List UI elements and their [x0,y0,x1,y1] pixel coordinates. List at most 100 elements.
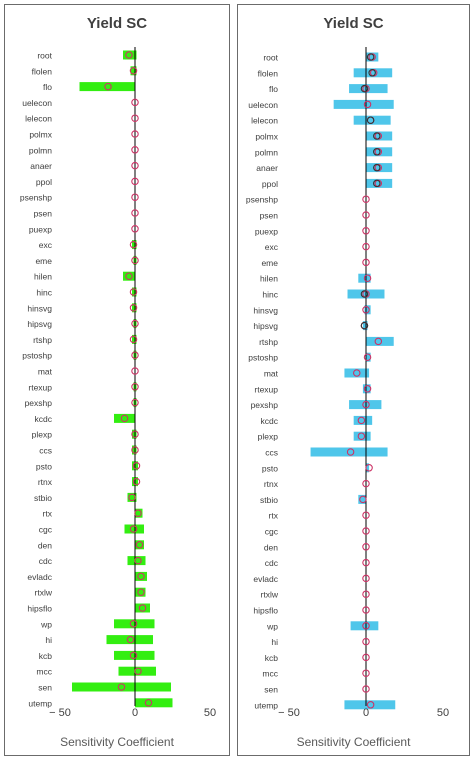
x-tick-label: − 50 [49,707,71,719]
sensitivity-circle-marker [128,493,136,502]
sensitivity-dark-marker [373,163,381,172]
sensitivity-circle-marker [137,572,145,581]
sensitivity-circle-marker [132,477,141,486]
category-label: lelecon [251,116,278,126]
sensitivity-bar [366,163,393,173]
sensitivity-circle-marker [125,51,133,59]
sensitivity-circle-marker [362,211,370,219]
sensitivity-bar [72,682,171,692]
category-label: evladc [253,574,278,584]
sensitivity-bar [79,82,135,92]
category-label: pstoshp [248,353,278,363]
category-label: cdc [39,556,53,566]
category-label: flo [269,84,278,94]
sensitivity-circle-marker [129,620,138,628]
x-tick-label: 0 [363,707,369,719]
category-label: rtnx [38,477,53,487]
sensitivity-bar [310,447,388,457]
category-label: mat [38,367,53,377]
sensitivity-bar [362,321,368,331]
sensitivity-bar [358,494,366,504]
category-label: hipsvg [27,319,52,329]
category-label: pstoshp [22,351,52,361]
sensitivity-bar [353,431,371,441]
sensitivity-bar [132,303,137,313]
sensitivity-circle-marker [129,67,138,75]
category-label: kcb [265,653,279,663]
category-label: anaer [30,161,52,171]
category-label: psto [262,463,278,473]
x-tick-label: − 50 [278,707,300,719]
category-label: hi [271,637,278,647]
sensitivity-bar [353,115,391,125]
category-label: plexp [258,432,279,442]
sensitivity-circle-marker [129,304,138,312]
sensitivity-bar [135,603,150,613]
sensitivity-circle-marker [363,100,372,109]
category-label: cgc [39,525,53,535]
category-label: utemp [254,700,278,710]
sensitivity-circle-marker [134,556,142,565]
sensitivity-circle-marker [362,669,370,677]
sensitivity-circle-marker [131,177,139,186]
sensitivity-bar [366,178,393,188]
x-axis-label: Sensitivity Coefficient [60,735,174,749]
category-label: hi [45,635,52,645]
sensitivity-bar [130,66,137,76]
sensitivity-circle-marker [362,590,370,598]
category-label: exc [265,242,279,252]
category-label: utemp [28,698,52,708]
sensitivity-circle-marker [363,274,372,282]
sensitivity-bar [366,131,393,141]
sensitivity-circle-marker [362,574,370,583]
sensitivity-circle-marker [357,432,366,440]
sensitivity-circle-marker [129,651,138,660]
sensitivity-bar [353,415,373,425]
category-label: ccs [265,448,278,458]
right-chart-panel: Yield SC Sensitivity Coefficient [237,4,470,756]
sensitivity-circle-marker [131,351,139,359]
sensitivity-circle-marker [135,541,144,549]
category-label: rtshp [33,335,52,345]
sensitivity-circle-marker [131,193,139,201]
category-label: pexshp [251,400,279,410]
sensitivity-bar [366,352,371,362]
sensitivity-circle-marker [365,464,373,472]
sensitivity-circle-marker [362,195,370,203]
sensitivity-bar [366,147,393,157]
category-label: polmn [255,147,278,157]
category-label: kcdc [261,416,279,426]
category-label: uelecon [22,98,52,108]
category-label: polmx [255,132,278,142]
sensitivity-bar [349,84,388,94]
left-chart-panel: Yield SC Sensitivity Coefficient [4,4,230,756]
sensitivity-dark-marker [373,148,381,156]
x-axis-label: Sensitivity Coefficient [296,735,411,749]
sensitivity-circle-marker [125,272,133,280]
x-tick-label: 50 [437,707,449,719]
sensitivity-bar [366,463,370,473]
sensitivity-bar [349,400,382,410]
category-label: stbio [34,493,52,503]
category-label: puexp [255,226,278,236]
sensitivity-circle-marker [129,240,138,249]
sensitivity-bar [344,368,370,378]
category-label: rtexup [254,384,278,394]
category-label: psenshp [20,193,52,203]
category-label: polmx [29,130,52,140]
sensitivity-circle-marker [131,446,139,454]
category-label: eme [261,258,278,268]
sensitivity-bar [127,492,137,502]
sensitivity-bar [135,571,147,581]
category-label: hinc [36,288,52,298]
category-label: hinc [262,290,278,300]
sensitivity-circle-marker [131,430,139,438]
sensitivity-bar [114,619,155,629]
category-label: rtshp [259,337,278,347]
category-label: psen [260,211,279,221]
sensitivity-circle-marker [362,479,370,488]
sensitivity-circle-marker [117,683,126,691]
category-label: ppol [262,179,278,189]
category-label: wp [40,619,52,629]
sensitivity-bar [333,99,394,109]
